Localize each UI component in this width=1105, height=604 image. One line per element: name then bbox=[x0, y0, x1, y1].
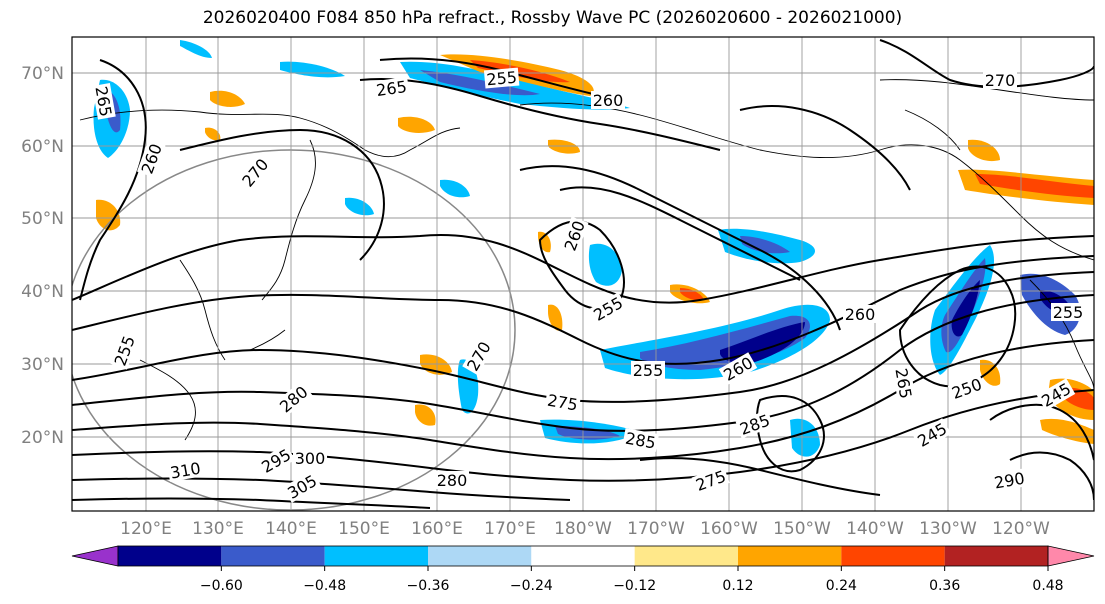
colorbar-extend-min bbox=[71, 545, 119, 567]
svg-text:255: 255 bbox=[1053, 303, 1084, 322]
contour-label: 260 bbox=[843, 305, 877, 324]
longitude-label: 120°W bbox=[992, 519, 1050, 539]
contour-label: 255 bbox=[1051, 303, 1085, 322]
longitude-label: 120°E bbox=[120, 519, 172, 539]
colorbar-segment bbox=[531, 546, 635, 566]
longitude-label: 140°W bbox=[846, 519, 904, 539]
colorbar-segment bbox=[738, 546, 842, 566]
colorbar-tick-label: 0.12 bbox=[722, 578, 753, 594]
colorbar-segment bbox=[221, 546, 325, 566]
colorbar-extend-max bbox=[1047, 545, 1095, 567]
svg-text:260: 260 bbox=[593, 91, 624, 110]
colorbar-segment bbox=[118, 546, 222, 566]
longitude-label: 160°E bbox=[411, 519, 463, 539]
colorbar-segment bbox=[428, 546, 532, 566]
latitude-label: 30°N bbox=[21, 355, 64, 375]
longitude-label: 130°E bbox=[192, 519, 244, 539]
shaded-anomalies bbox=[93, 40, 1094, 457]
contour-label: 260 bbox=[591, 91, 625, 110]
contour-label: 275 bbox=[544, 390, 581, 415]
contour-label: 290 bbox=[991, 468, 1028, 493]
contour-label: 265 bbox=[891, 365, 916, 402]
contour-label: 255 bbox=[631, 361, 665, 380]
colorbar-tick-label: 0.24 bbox=[826, 578, 857, 594]
svg-text:255: 255 bbox=[633, 361, 664, 380]
contour-label: 265 bbox=[373, 76, 410, 100]
colorbar-segment bbox=[944, 546, 1048, 566]
svg-text:255: 255 bbox=[486, 68, 518, 90]
colorbar-tick-label: −0.12 bbox=[613, 578, 656, 594]
longitude-labels: 120°E 130°E 140°E 150°E 160°E 170°E 180°W 170°W… bbox=[120, 519, 1050, 539]
latitude-label: 60°N bbox=[21, 137, 64, 157]
colorbar-tick-label: 0.36 bbox=[929, 578, 960, 594]
longitude-label: 150°W bbox=[773, 519, 831, 539]
contour-label: 285 bbox=[622, 428, 659, 453]
contour-label: 270 bbox=[983, 71, 1017, 90]
colorbar-tick-label: −0.36 bbox=[407, 578, 450, 594]
great-circle-outline bbox=[72, 149, 516, 511]
svg-text:260: 260 bbox=[845, 305, 876, 324]
colorbar-tick-label: −0.48 bbox=[303, 578, 346, 594]
longitude-label: 150°E bbox=[338, 519, 390, 539]
latitude-labels: 70°N 60°N 50°N 40°N 30°N 20°N bbox=[21, 64, 64, 448]
colorbar-segment bbox=[324, 546, 428, 566]
longitude-label: 170°W bbox=[627, 519, 685, 539]
map-title: 2026020400 F084 850 hPa refract., Rossby… bbox=[202, 8, 903, 28]
colorbar: −0.60 −0.48 −0.36 −0.24 −0.12 0.12 0.24 0.36 0.4… bbox=[71, 545, 1095, 594]
contour-label: 280 bbox=[435, 471, 469, 490]
svg-text:270: 270 bbox=[985, 71, 1016, 90]
svg-text:265: 265 bbox=[375, 77, 408, 100]
gridlines bbox=[72, 37, 1094, 511]
contour-label: 255 bbox=[483, 67, 520, 90]
contour-label: 250 bbox=[947, 373, 986, 403]
map-border bbox=[71, 36, 1095, 512]
svg-text:280: 280 bbox=[437, 471, 468, 490]
longitude-label: 180°W bbox=[554, 519, 612, 539]
contour-label: 310 bbox=[167, 458, 204, 483]
longitude-label: 170°E bbox=[484, 519, 536, 539]
colorbar-segment bbox=[841, 546, 945, 566]
longitude-label: 130°W bbox=[919, 519, 977, 539]
colorbar-tick-label: −0.24 bbox=[510, 578, 553, 594]
latitude-label: 50°N bbox=[21, 209, 64, 229]
longitude-label: 160°W bbox=[700, 519, 758, 539]
latitude-label: 20°N bbox=[21, 428, 64, 448]
colorbar-segment bbox=[634, 546, 738, 566]
svg-text:300: 300 bbox=[295, 449, 326, 468]
latitude-label: 40°N bbox=[21, 282, 64, 302]
colorbar-tick-label: −0.60 bbox=[200, 578, 243, 594]
coastlines bbox=[79, 79, 1094, 441]
colorbar-tick-label: 0.48 bbox=[1032, 578, 1063, 594]
latitude-label: 70°N bbox=[21, 64, 64, 84]
contour-label: 300 bbox=[293, 449, 327, 468]
longitude-label: 140°E bbox=[265, 519, 317, 539]
